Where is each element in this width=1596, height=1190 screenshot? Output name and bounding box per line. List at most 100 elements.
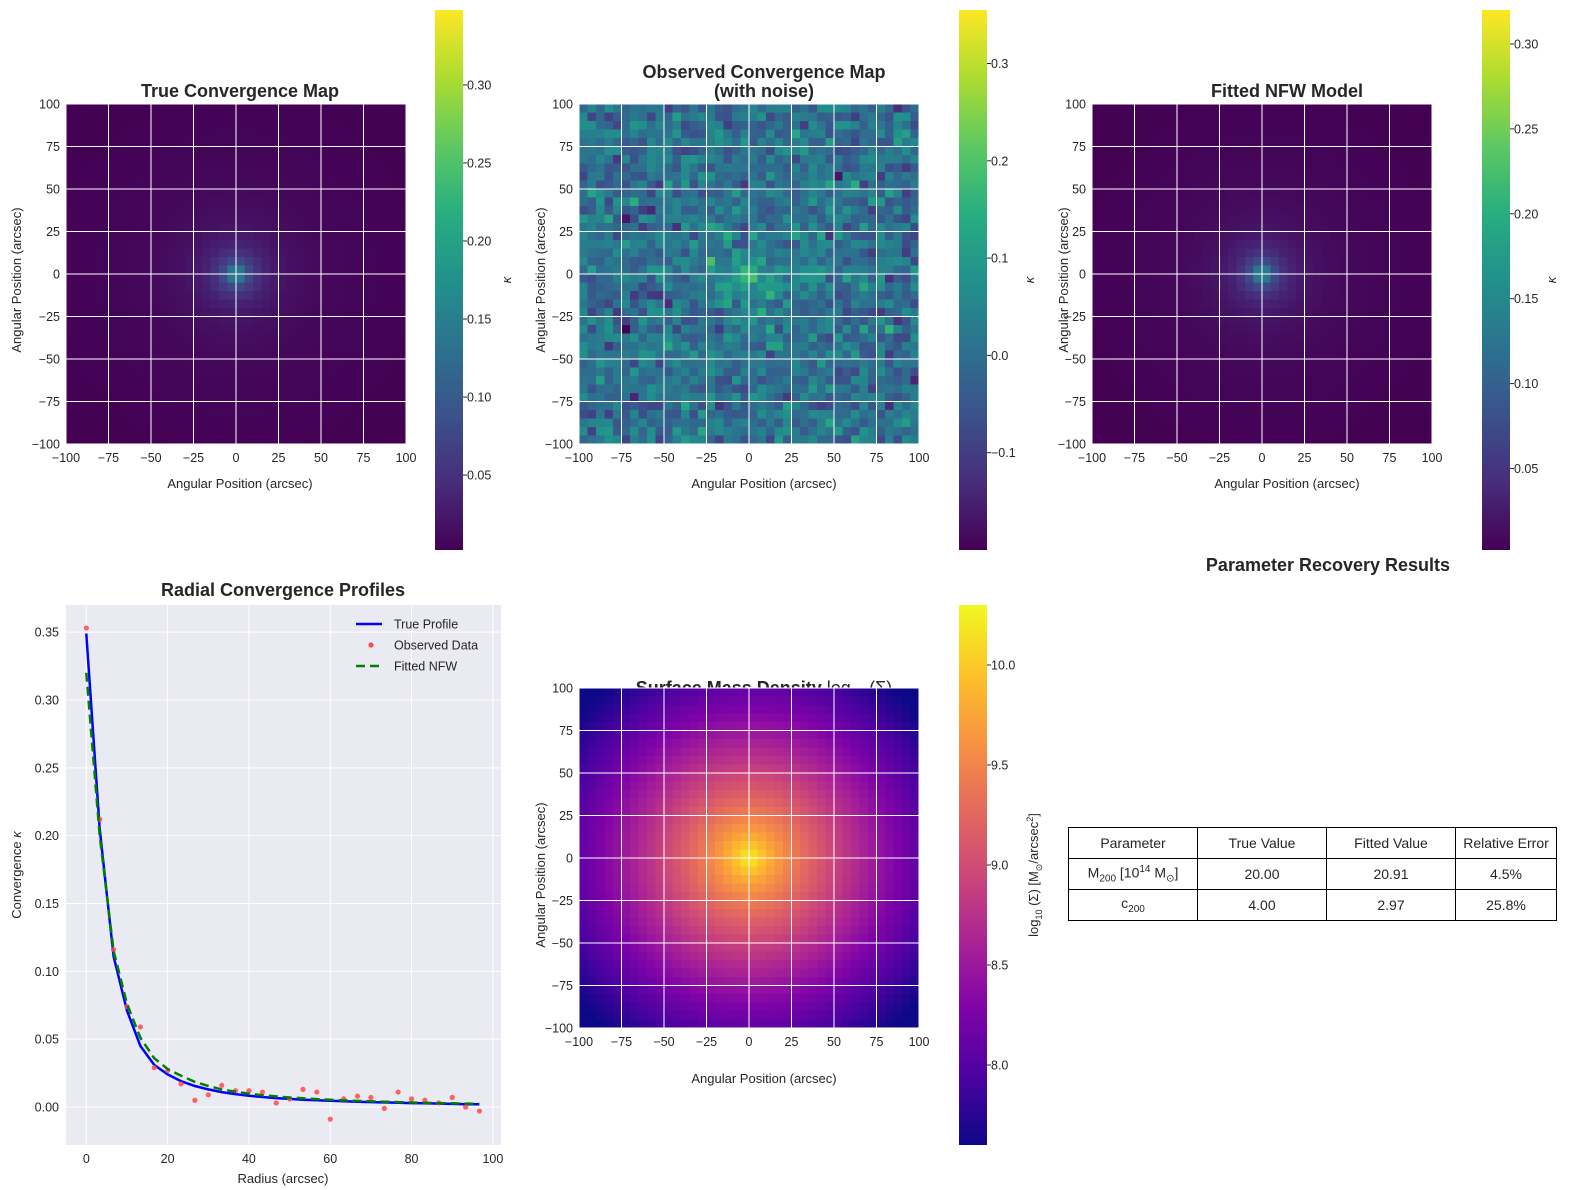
heatmap-cell bbox=[74, 316, 84, 326]
heatmap-cell bbox=[621, 265, 631, 275]
heatmap-cell bbox=[664, 265, 673, 275]
heatmap-cell bbox=[885, 308, 894, 317]
heatmap-cell bbox=[389, 333, 398, 343]
heatmap-cell bbox=[698, 231, 707, 241]
heatmap-cell bbox=[808, 427, 818, 436]
heatmap-cell bbox=[1245, 342, 1254, 351]
heatmap-cell bbox=[1151, 427, 1161, 436]
heatmap-cell bbox=[372, 376, 381, 385]
heatmap-cell bbox=[706, 155, 716, 164]
heatmap-cell bbox=[868, 129, 877, 139]
heatmap-cell bbox=[1262, 129, 1271, 139]
heatmap-cell bbox=[630, 104, 639, 113]
heatmap-cell bbox=[1100, 350, 1110, 360]
heatmap-cell bbox=[596, 189, 605, 198]
heatmap-cell bbox=[1219, 172, 1229, 181]
heatmap-cell bbox=[817, 393, 826, 402]
heatmap-cell bbox=[732, 435, 741, 445]
heatmap-cell bbox=[100, 240, 109, 249]
heatmap-cell bbox=[808, 342, 818, 351]
heatmap-cell bbox=[672, 308, 682, 317]
heatmap-cell bbox=[1364, 418, 1373, 428]
heatmap-cell bbox=[825, 163, 835, 173]
heatmap-cell bbox=[791, 172, 801, 181]
heatmap-cell bbox=[1228, 418, 1237, 428]
heatmap-cell bbox=[647, 223, 656, 232]
heatmap-cell bbox=[817, 206, 826, 215]
heatmap-cell bbox=[227, 350, 237, 360]
heatmap-cell bbox=[859, 418, 869, 428]
heatmap-cell bbox=[1168, 393, 1178, 402]
heatmap-cell bbox=[1347, 104, 1356, 113]
heatmap-cell bbox=[842, 206, 852, 215]
heatmap-cell bbox=[185, 401, 194, 411]
heatmap-cell bbox=[1313, 333, 1322, 343]
heatmap-cell bbox=[1287, 129, 1297, 139]
heatmap-cell bbox=[621, 325, 631, 334]
heatmap-cell bbox=[1194, 121, 1203, 130]
heatmap-cell bbox=[117, 410, 126, 419]
heatmap-cell bbox=[740, 129, 750, 139]
heatmap-cell bbox=[304, 299, 313, 309]
heatmap-cell bbox=[800, 172, 809, 181]
heatmap-cell bbox=[1160, 180, 1169, 190]
colorbar-tick-label: 0.20 bbox=[467, 234, 491, 248]
heatmap-cell bbox=[355, 291, 364, 300]
heatmap-cell bbox=[1270, 223, 1280, 232]
heatmap-cell bbox=[355, 274, 364, 283]
heatmap-cell bbox=[236, 401, 245, 411]
heatmap-cell bbox=[681, 274, 690, 283]
heatmap-cell bbox=[1126, 197, 1135, 207]
heatmap-cell bbox=[579, 206, 588, 215]
heatmap-cell bbox=[715, 376, 724, 385]
heatmap-cell bbox=[321, 342, 330, 351]
heatmap-cell bbox=[236, 291, 245, 300]
heatmap-cell bbox=[842, 240, 852, 249]
heatmap-cell bbox=[1330, 214, 1339, 224]
heatmap-cell bbox=[346, 163, 356, 173]
heatmap-cell bbox=[1389, 180, 1399, 190]
heatmap-cell bbox=[1134, 316, 1144, 326]
heatmap-cell bbox=[1355, 359, 1365, 368]
heatmap-cell bbox=[681, 325, 690, 334]
heatmap-cell bbox=[1245, 104, 1254, 113]
heatmap-cell bbox=[168, 274, 177, 283]
heatmap-cell bbox=[321, 240, 330, 249]
heatmap-cell bbox=[227, 308, 237, 317]
heatmap-cell bbox=[1177, 189, 1186, 198]
heatmap-cell bbox=[774, 308, 784, 317]
heatmap-cell bbox=[193, 325, 203, 334]
heatmap-cell bbox=[842, 427, 852, 436]
heatmap-cell bbox=[1287, 367, 1297, 377]
heatmap-cell bbox=[227, 121, 237, 130]
heatmap-cell bbox=[176, 367, 186, 377]
heatmap-cell bbox=[1389, 248, 1399, 258]
heatmap-cell bbox=[125, 223, 135, 232]
heatmap-cell bbox=[74, 146, 84, 156]
heatmap-cell bbox=[210, 333, 220, 343]
heatmap-cell bbox=[749, 435, 758, 445]
heatmap-cell bbox=[613, 376, 622, 385]
heatmap-cell bbox=[295, 155, 305, 164]
heatmap-cell bbox=[1126, 384, 1135, 394]
heatmap-cell bbox=[1423, 163, 1433, 173]
heatmap-cell bbox=[1109, 435, 1118, 445]
heatmap-cell bbox=[672, 189, 682, 198]
heatmap-cell bbox=[621, 274, 631, 283]
heatmap-cell bbox=[689, 435, 699, 445]
heatmap-cell bbox=[244, 240, 254, 249]
heatmap-cell bbox=[698, 248, 707, 258]
heatmap-cell bbox=[355, 138, 364, 147]
heatmap-cell bbox=[638, 121, 648, 130]
heatmap-cell bbox=[1372, 342, 1382, 351]
heatmap-cell bbox=[1219, 282, 1229, 292]
heatmap-cell bbox=[655, 308, 665, 317]
heatmap-cell bbox=[1372, 197, 1382, 207]
heatmap-cell bbox=[1330, 435, 1339, 445]
heatmap-cell bbox=[295, 359, 305, 368]
heatmap-cell bbox=[253, 427, 262, 436]
heatmap-cell bbox=[893, 163, 903, 173]
heatmap-cell bbox=[621, 197, 631, 207]
heatmap-cell bbox=[834, 231, 843, 241]
heatmap-cell bbox=[1117, 172, 1127, 181]
